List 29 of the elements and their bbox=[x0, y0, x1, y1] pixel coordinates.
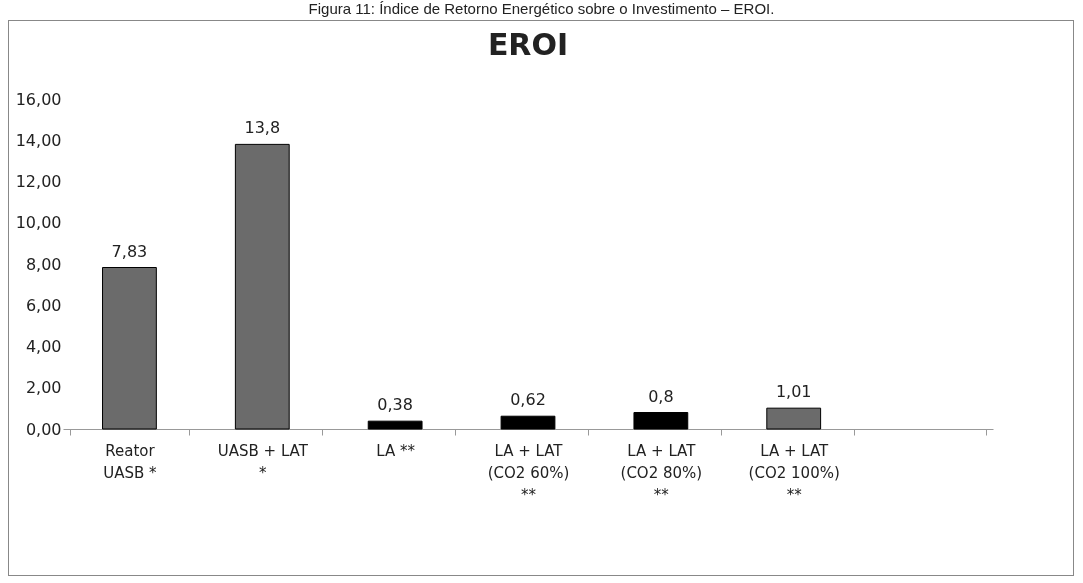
x-tick-label: UASB + LAT * bbox=[217, 441, 309, 482]
x-tick-label: LA + LAT (CO2 100%) ** bbox=[748, 441, 840, 504]
bar bbox=[766, 407, 822, 430]
data-label: 0,62 bbox=[510, 390, 546, 410]
x-tick-label: LA + LAT (CO2 60%) ** bbox=[487, 441, 570, 504]
chart-title: EROI bbox=[487, 27, 569, 62]
y-tick-label: 14,00 bbox=[15, 130, 62, 150]
y-tick-label: 0,00 bbox=[25, 419, 62, 439]
y-tick-label: 12,00 bbox=[15, 172, 62, 191]
y-tick-label: 4,00 bbox=[25, 337, 62, 356]
bar bbox=[234, 143, 290, 430]
x-tick-label: LA + LAT (CO2 80%) ** bbox=[620, 441, 703, 504]
y-tick-label: 6,00 bbox=[25, 295, 62, 315]
y-tick-label: 10,00 bbox=[15, 213, 62, 233]
y-tick-label: 2,00 bbox=[25, 378, 62, 398]
bar bbox=[633, 412, 689, 430]
x-tick-label: Reator UASB * bbox=[103, 441, 158, 482]
x-tick-label: LA ** bbox=[376, 441, 416, 460]
y-tick-label: 8,00 bbox=[25, 254, 62, 274]
data-label: 0,38 bbox=[377, 395, 413, 415]
bar bbox=[367, 420, 423, 430]
data-label: 13,8 bbox=[244, 118, 281, 138]
data-label: 1,01 bbox=[775, 382, 812, 402]
bar bbox=[500, 415, 556, 430]
y-tick-label: 16,00 bbox=[15, 89, 62, 109]
data-label: 7,83 bbox=[111, 241, 148, 261]
text: Figura 11: Índice de Retorno Energético sobre o Investimento – EROI. bbox=[307, 0, 776, 19]
bar bbox=[102, 267, 157, 430]
data-label: 0,8 bbox=[648, 386, 674, 406]
